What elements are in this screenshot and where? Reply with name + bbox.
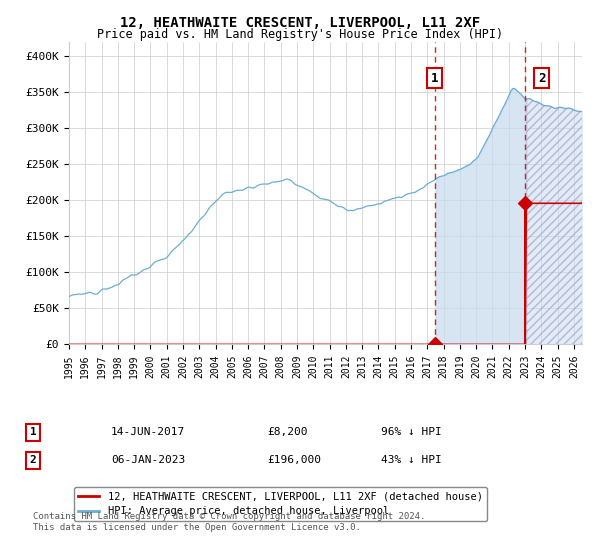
Text: 06-JAN-2023: 06-JAN-2023	[111, 455, 185, 465]
Point	[430, 340, 439, 349]
Text: 1: 1	[29, 427, 37, 437]
Point	[521, 199, 530, 208]
Text: 2: 2	[538, 72, 545, 85]
Text: 12, HEATHWAITE CRESCENT, LIVERPOOL, L11 2XF: 12, HEATHWAITE CRESCENT, LIVERPOOL, L11 …	[120, 16, 480, 30]
Text: 96% ↓ HPI: 96% ↓ HPI	[381, 427, 442, 437]
Text: 2: 2	[29, 455, 37, 465]
Text: Price paid vs. HM Land Registry's House Price Index (HPI): Price paid vs. HM Land Registry's House …	[97, 28, 503, 41]
Text: 1: 1	[431, 72, 439, 85]
Text: 43% ↓ HPI: 43% ↓ HPI	[381, 455, 442, 465]
Text: 14-JUN-2017: 14-JUN-2017	[111, 427, 185, 437]
Text: £196,000: £196,000	[267, 455, 321, 465]
Text: £8,200: £8,200	[267, 427, 308, 437]
Legend: 12, HEATHWAITE CRESCENT, LIVERPOOL, L11 2XF (detached house), HPI: Average price: 12, HEATHWAITE CRESCENT, LIVERPOOL, L11 …	[74, 487, 487, 521]
Text: Contains HM Land Registry data © Crown copyright and database right 2024.
This d: Contains HM Land Registry data © Crown c…	[33, 512, 425, 532]
